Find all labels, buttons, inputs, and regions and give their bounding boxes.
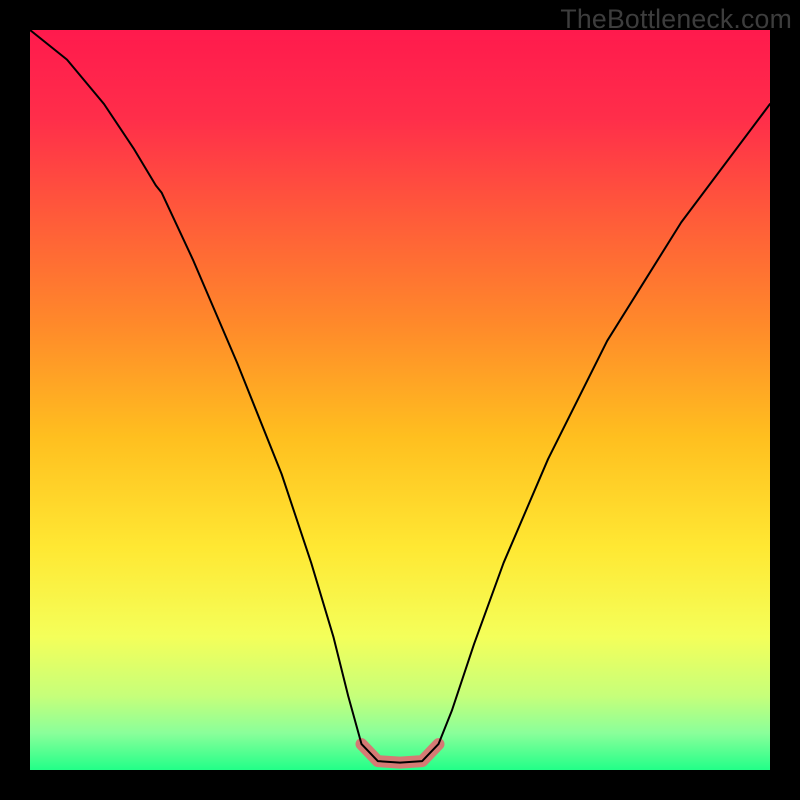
chart-canvas <box>0 0 800 800</box>
gradient-plot-area <box>30 30 770 770</box>
attribution-label: TheBottleneck.com <box>560 4 792 35</box>
